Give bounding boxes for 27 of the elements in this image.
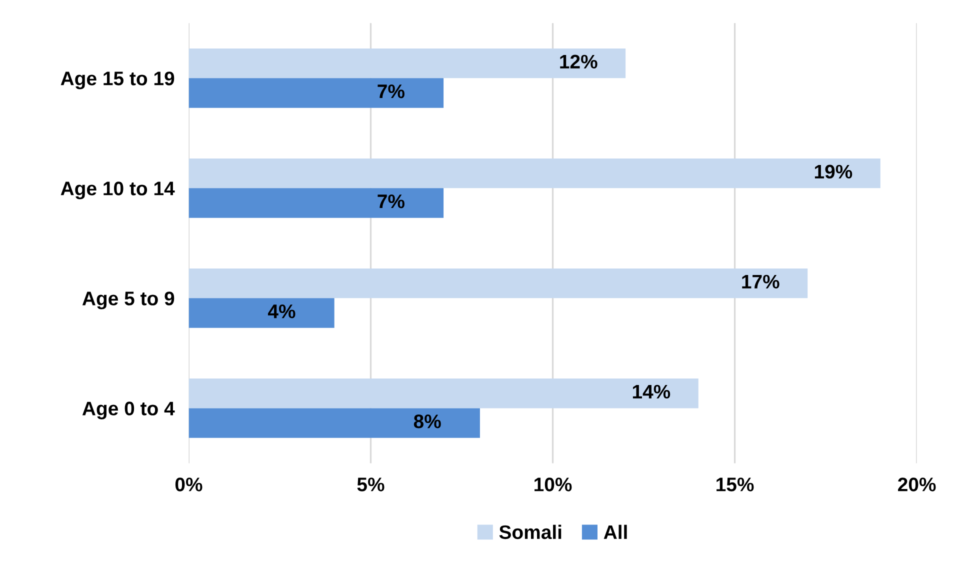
bar [188,48,626,78]
legend-label: All [604,524,627,539]
bar [188,158,880,188]
data-label: 7% [378,194,404,208]
y-tick-label: Age 5 to 9 [82,292,174,310]
x-tick-label: 0% [175,478,202,492]
bar [188,378,698,408]
data-label: 8% [414,414,441,428]
data-label: 17% [742,274,780,289]
data-label: 14% [632,384,670,399]
data-label: 19% [814,164,852,179]
bar [188,268,808,298]
y-tick-label: Age 0 to 4 [82,402,175,420]
y-tick-label: Age 15 to 19 [60,72,174,90]
data-label: 12% [560,54,598,68]
x-tick-label: 5% [357,478,384,492]
bar [188,188,444,218]
bar [188,408,480,438]
x-tick-label: 15% [716,478,754,492]
y-tick-label: Age 10 to 14 [60,182,175,200]
data-label: 7% [378,84,404,98]
bar [188,78,444,108]
legend-label: Somali [499,524,562,540]
bar [188,298,334,328]
data-label: 4% [268,304,296,318]
x-tick-label: 10% [534,478,572,492]
x-tick-label: 20% [898,478,936,492]
